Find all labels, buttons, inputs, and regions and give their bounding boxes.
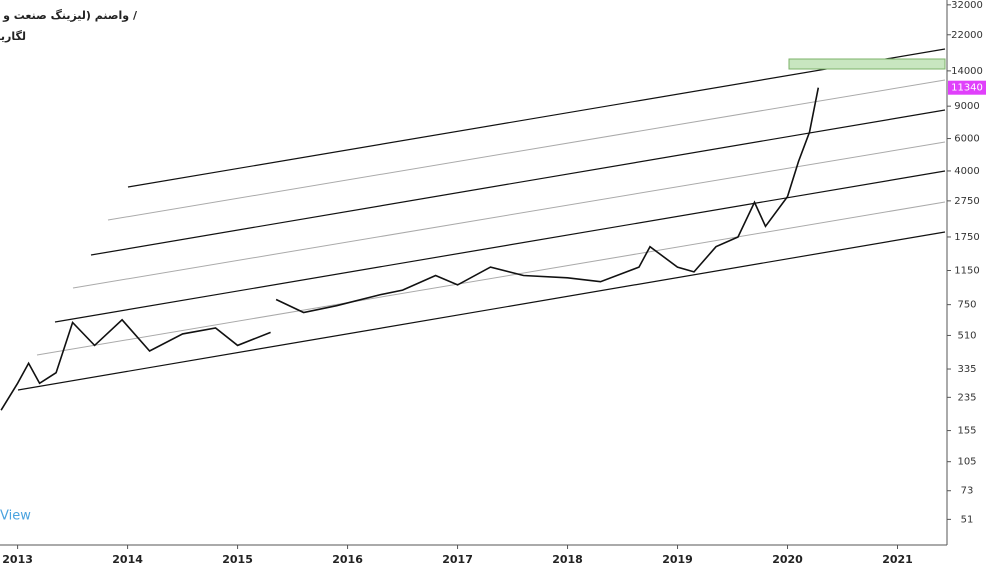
y-tick-label: 335 bbox=[957, 364, 976, 375]
last-price-label: 11340 bbox=[951, 83, 983, 94]
target-zone bbox=[788, 58, 946, 70]
x-tick-label: 2018 bbox=[552, 553, 583, 566]
y-tick-label: 750 bbox=[957, 300, 976, 311]
y-tick-label: 2750 bbox=[954, 196, 979, 207]
y-tick-label: 22000 bbox=[951, 30, 983, 41]
chart-title: واصنم (لیزینگ صنعت و معدن) / bbox=[0, 8, 138, 22]
x-tick-label: 2014 bbox=[112, 553, 143, 566]
y-tick-label: 32000 bbox=[951, 0, 983, 11]
price-line bbox=[275, 87, 820, 314]
y-tick-label: 155 bbox=[957, 426, 976, 437]
y-tick-label: 510 bbox=[957, 330, 976, 341]
x-tick-label: 2017 bbox=[442, 553, 473, 566]
last-price-tag bbox=[948, 80, 986, 95]
watermark: View bbox=[0, 509, 31, 524]
y-tick-label: 1750 bbox=[954, 232, 979, 243]
x-tick-label: 2021 bbox=[882, 553, 913, 566]
x-tick-label: 2019 bbox=[662, 553, 693, 566]
chart-subtitle: لگاریتم bbox=[0, 30, 26, 43]
y-tick-label: 51 bbox=[961, 514, 974, 525]
y-tick-label: 6000 bbox=[954, 134, 979, 145]
x-tick-label: 2020 bbox=[772, 553, 803, 566]
price-line bbox=[0, 318, 271, 411]
x-tick-label: 2015 bbox=[222, 553, 253, 566]
y-tick-label: 73 bbox=[961, 486, 974, 497]
x-tick-label: 2013 bbox=[2, 553, 33, 566]
y-tick-label: 14000 bbox=[951, 66, 983, 77]
x-tick-label: 2016 bbox=[332, 553, 363, 566]
y-tick-label: 1150 bbox=[954, 266, 979, 277]
channel-lines bbox=[17, 48, 946, 391]
y-tick-label: 105 bbox=[957, 457, 976, 468]
y-tick-label: 9000 bbox=[954, 101, 979, 112]
y-tick-label: 4000 bbox=[954, 166, 979, 177]
y-tick-label: 235 bbox=[957, 392, 976, 403]
